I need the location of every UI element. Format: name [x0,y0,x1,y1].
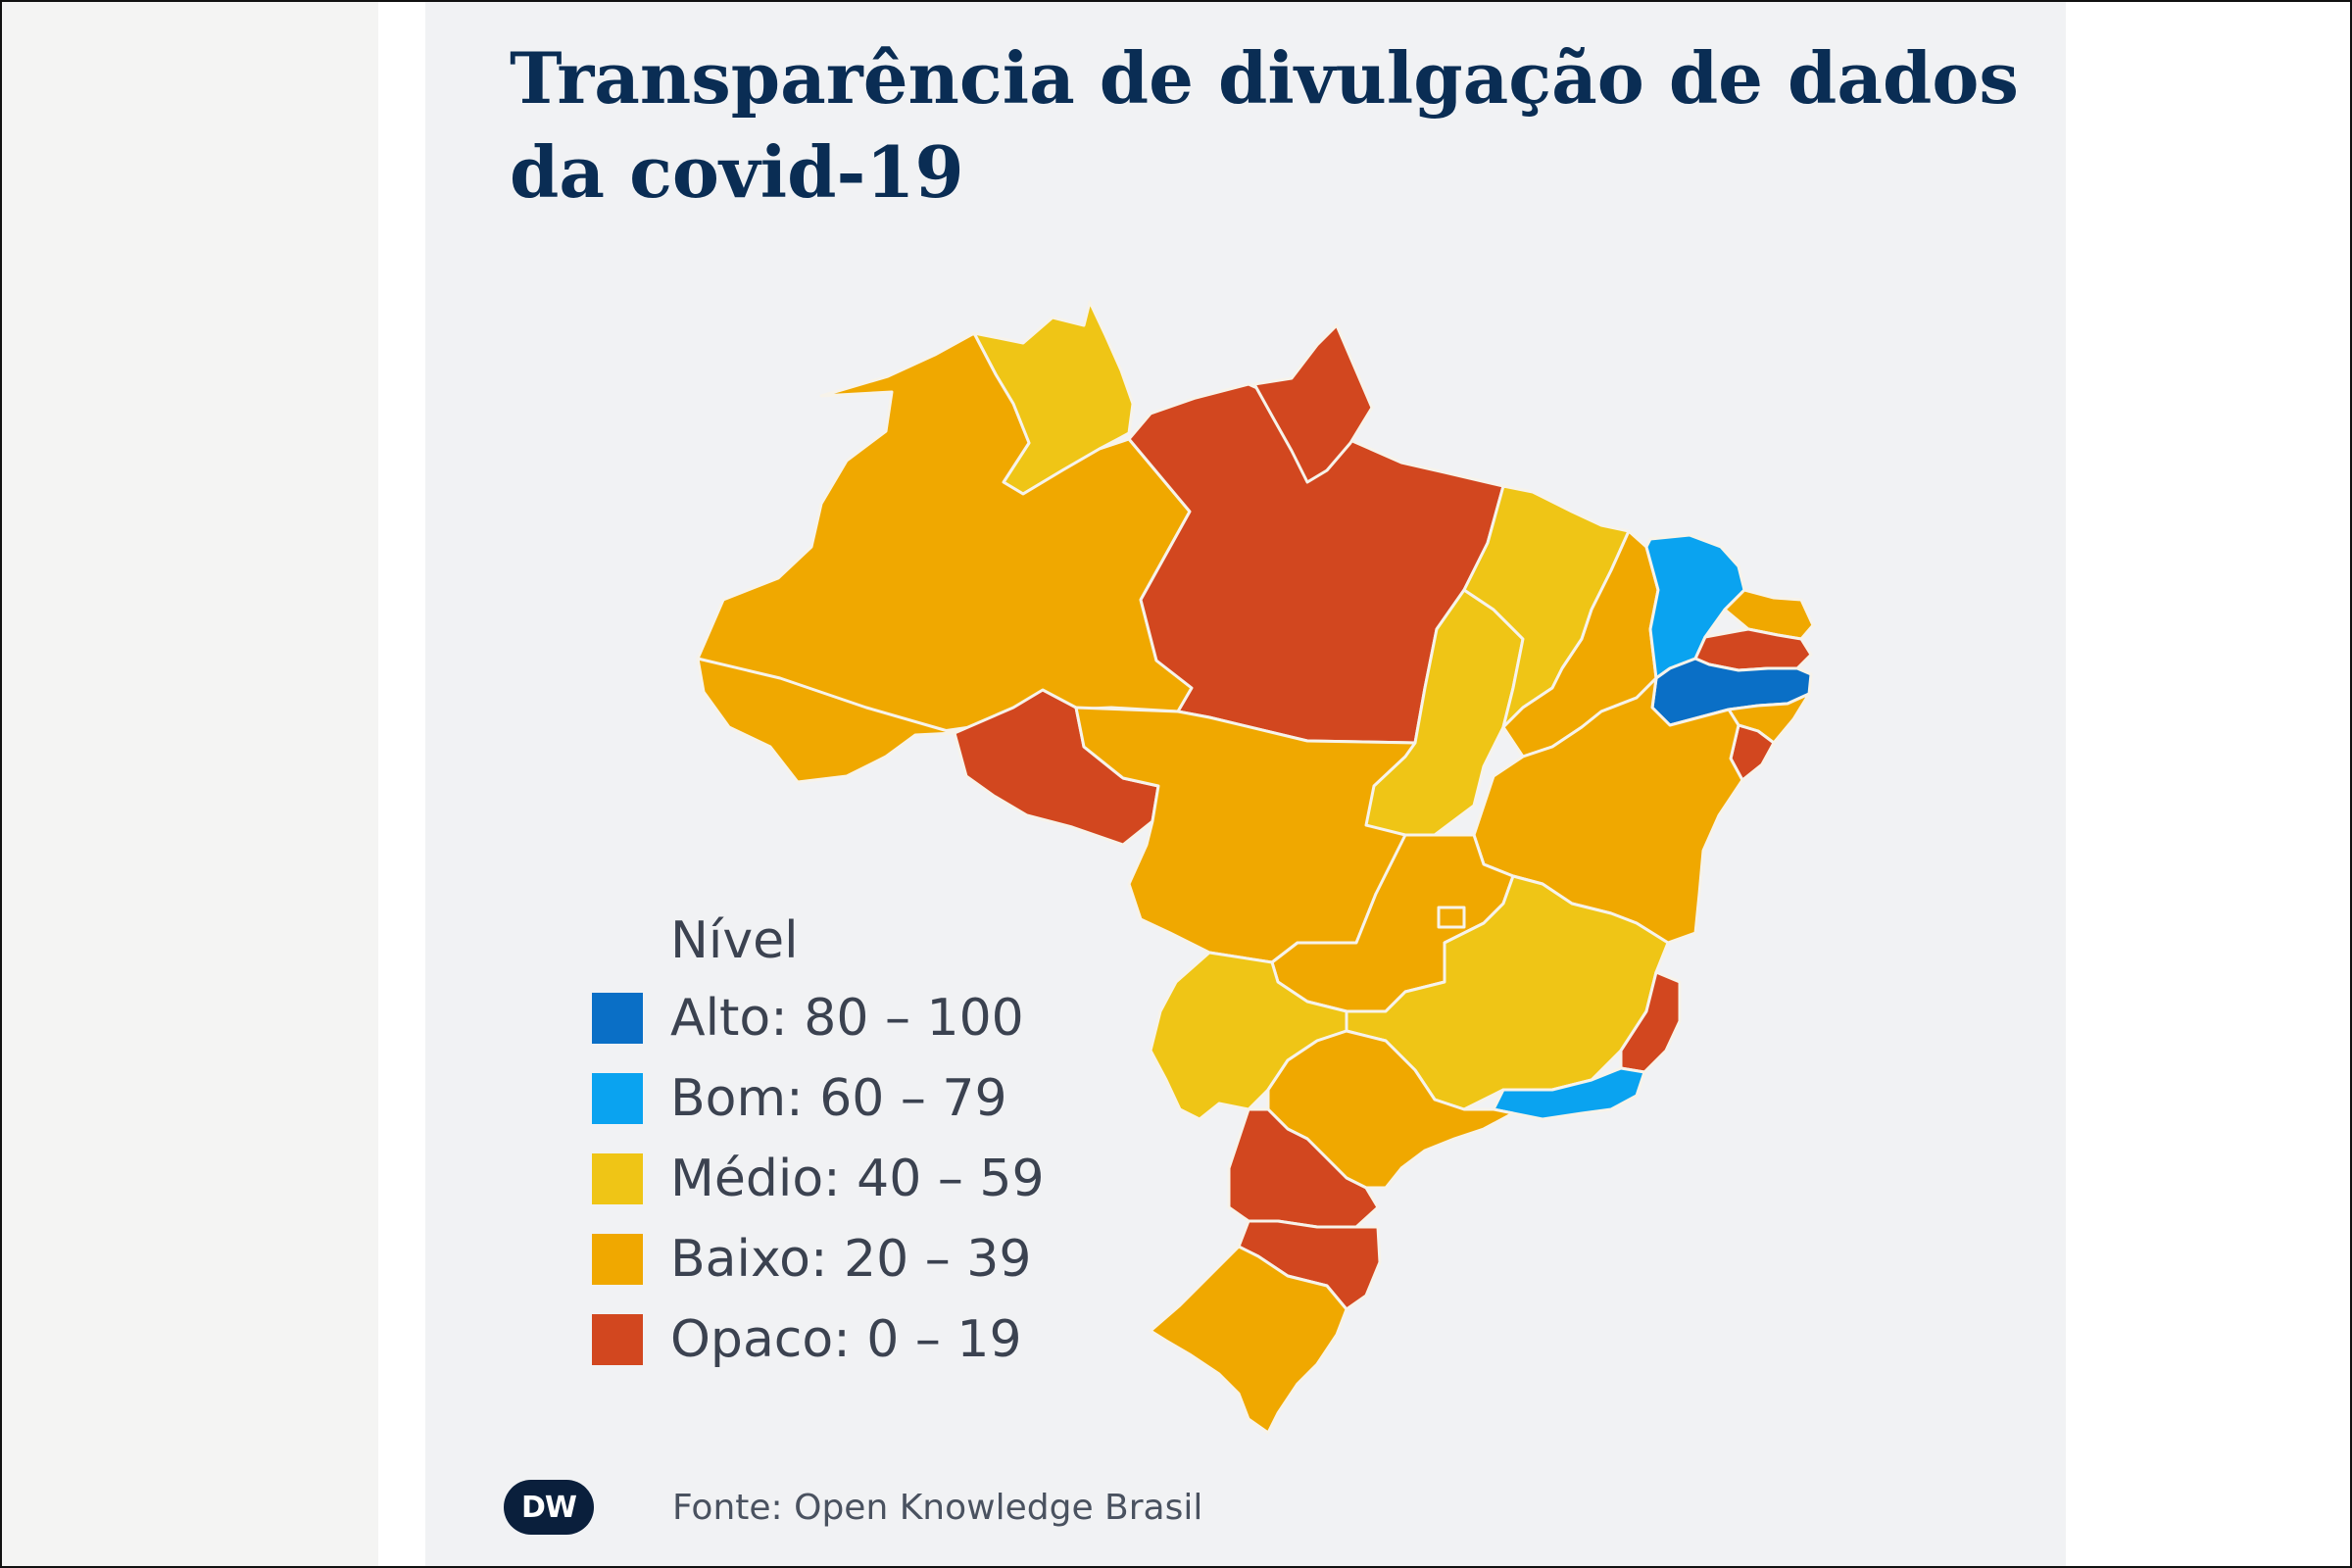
source-credit: Fonte: Open Knowledge Brasil [672,1487,1203,1528]
region-rio-grande-do-sul [1149,1245,1348,1435]
legend-swatch [592,1234,643,1285]
region-parana [1227,1107,1380,1229]
legend-swatch [592,993,643,1044]
legend-title: Nível [670,911,799,970]
legend-label: Baixo: 20 – 39 [670,1230,1032,1289]
legend-item-opaco: Opaco: 0 – 19 [592,1299,1180,1380]
dw-logo-text: DW [521,1490,577,1525]
legend-swatch [592,1073,643,1124]
legend-item-bom: Bom: 60 – 79 [592,1058,1180,1139]
legend-label: Opaco: 0 – 19 [670,1310,1022,1369]
legend-item-medio: Médio: 40 – 59 [592,1139,1180,1219]
legend: Nível Alto: 80 – 100 Bom: 60 – 79 Médio:… [592,904,1180,1380]
legend-label: Médio: 40 – 59 [670,1150,1045,1208]
region-mato-grosso-do-sul [1149,951,1348,1121]
map-title: Transparência de divulgação de dados da … [510,36,2019,214]
legend-label: Bom: 60 – 79 [670,1069,1007,1128]
region-distrito-federal [1437,906,1466,929]
infographic-panel: Transparência de divulgação de dados da … [425,2,2066,1566]
left-margin [2,2,378,1566]
region-acre [696,657,956,784]
legend-label: Alto: 80 – 100 [670,989,1024,1048]
legend-swatch [592,1314,643,1365]
legend-swatch [592,1153,643,1204]
legend-item-alto: Alto: 80 – 100 [592,978,1180,1058]
brazil-map [696,300,1815,1435]
legend-item-baixo: Baixo: 20 – 39 [592,1219,1180,1299]
region-amapa [1252,323,1374,484]
footer: DW Fonte: Open Knowledge Brasil [504,1472,1202,1543]
dw-logo: DW [504,1480,594,1535]
region-sao-paulo [1266,1029,1515,1190]
